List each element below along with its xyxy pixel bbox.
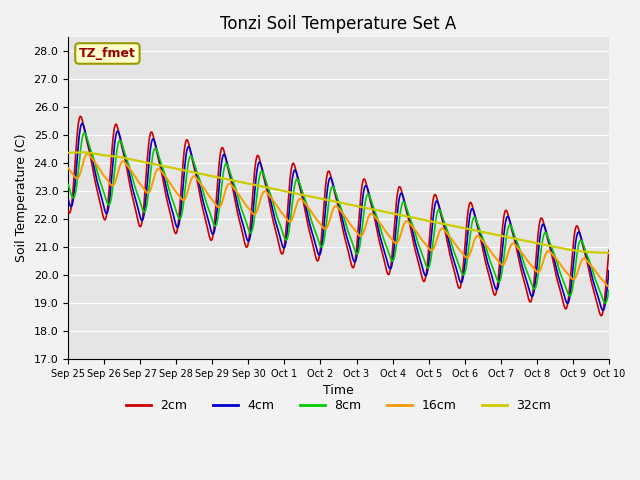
2cm xyxy=(294,179,302,185)
4cm xyxy=(170,214,178,220)
2cm xyxy=(605,248,612,253)
32cm xyxy=(64,150,72,156)
4cm xyxy=(605,268,612,274)
32cm xyxy=(410,215,418,221)
Text: TZ_fmet: TZ_fmet xyxy=(79,47,136,60)
4cm xyxy=(64,196,72,202)
Y-axis label: Soil Temperature (C): Soil Temperature (C) xyxy=(15,134,28,263)
32cm xyxy=(170,165,178,171)
Legend: 2cm, 4cm, 8cm, 16cm, 32cm: 2cm, 4cm, 8cm, 16cm, 32cm xyxy=(120,394,556,417)
8cm xyxy=(375,219,383,225)
Line: 16cm: 16cm xyxy=(68,154,609,287)
32cm xyxy=(294,191,302,197)
Line: 32cm: 32cm xyxy=(68,152,609,253)
16cm xyxy=(84,151,92,156)
2cm xyxy=(64,208,72,214)
2cm xyxy=(597,313,605,319)
16cm xyxy=(410,226,418,232)
4cm xyxy=(442,228,450,234)
8cm xyxy=(170,201,178,207)
4cm xyxy=(599,307,607,313)
X-axis label: Time: Time xyxy=(323,384,354,397)
4cm xyxy=(78,120,86,126)
32cm xyxy=(605,250,612,256)
8cm xyxy=(605,287,612,293)
8cm xyxy=(294,178,302,183)
4cm xyxy=(375,227,383,233)
8cm xyxy=(602,300,609,306)
2cm xyxy=(442,234,450,240)
32cm xyxy=(375,208,383,214)
Line: 4cm: 4cm xyxy=(68,123,609,310)
8cm xyxy=(442,225,450,230)
4cm xyxy=(294,177,302,182)
4cm xyxy=(410,235,418,240)
16cm xyxy=(294,197,302,203)
16cm xyxy=(375,219,383,225)
32cm xyxy=(78,149,86,155)
16cm xyxy=(307,208,314,214)
8cm xyxy=(81,130,88,136)
32cm xyxy=(307,193,314,199)
2cm xyxy=(77,113,84,119)
32cm xyxy=(442,222,450,228)
8cm xyxy=(410,227,418,232)
16cm xyxy=(170,186,178,192)
Title: Tonzi Soil Temperature Set A: Tonzi Soil Temperature Set A xyxy=(220,15,456,33)
Line: 8cm: 8cm xyxy=(68,133,609,303)
8cm xyxy=(64,181,72,187)
2cm xyxy=(170,227,178,232)
Line: 2cm: 2cm xyxy=(68,116,609,316)
8cm xyxy=(307,215,314,220)
16cm xyxy=(64,165,72,171)
2cm xyxy=(410,243,418,249)
2cm xyxy=(375,236,383,241)
4cm xyxy=(307,225,314,230)
16cm xyxy=(605,284,612,289)
2cm xyxy=(307,233,314,239)
16cm xyxy=(442,229,450,235)
